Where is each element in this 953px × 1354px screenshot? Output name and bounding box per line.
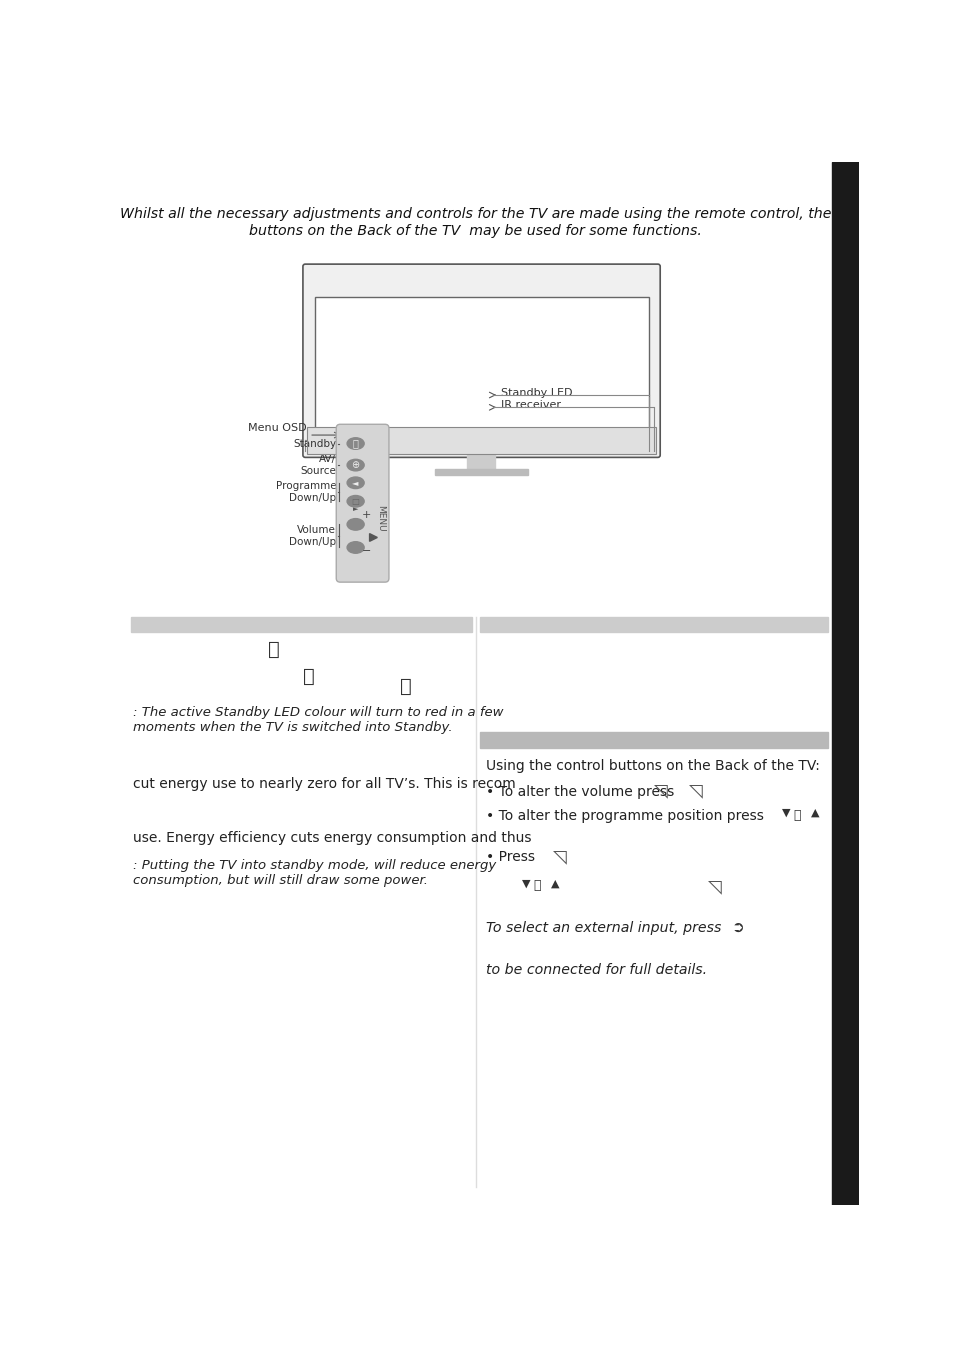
Text: Switching on: Switching on <box>134 617 224 631</box>
Text: To select an external input, press: To select an external input, press <box>485 921 720 934</box>
Text: cut energy use to nearly zero for all TV’s. This is recom: cut energy use to nearly zero for all TV… <box>133 777 516 791</box>
Text: Ⓟ: Ⓟ <box>793 808 801 822</box>
Text: MENU: MENU <box>375 505 384 532</box>
Text: AV/
Source: AV/ Source <box>300 455 335 475</box>
Text: ⏻: ⏻ <box>303 668 314 686</box>
Text: ▼: ▼ <box>521 879 530 888</box>
Text: • Press: • Press <box>485 850 535 864</box>
Text: □: □ <box>352 497 359 506</box>
Bar <box>307 427 656 454</box>
Text: Using the control buttons on the Back of the TV:: Using the control buttons on the Back of… <box>485 760 819 773</box>
Text: ⏻: ⏻ <box>353 439 358 448</box>
Text: buttons on the Back of the TV  may be used for some functions.: buttons on the Back of the TV may be use… <box>249 223 701 238</box>
Text: use. Energy efficiency cuts energy consumption and thus: use. Energy efficiency cuts energy consu… <box>133 831 531 845</box>
Ellipse shape <box>347 542 364 554</box>
Text: Menu OSD: Menu OSD <box>248 424 307 433</box>
Bar <box>479 733 827 747</box>
Text: Using the controls on the tv: Using the controls on the tv <box>483 617 676 631</box>
Ellipse shape <box>347 459 364 471</box>
Bar <box>467 455 495 468</box>
Text: +: + <box>361 510 371 520</box>
Text: ◹: ◹ <box>553 848 566 865</box>
Bar <box>131 617 472 632</box>
Bar <box>435 468 527 475</box>
Text: Whilst all the necessary adjustments and controls for the TV are made using the : Whilst all the necessary adjustments and… <box>120 207 831 221</box>
Ellipse shape <box>347 477 364 489</box>
Text: −: − <box>361 546 371 555</box>
Text: • To alter the programme position press: • To alter the programme position press <box>485 810 763 823</box>
Text: IR receiver: IR receiver <box>500 399 560 410</box>
Bar <box>307 427 656 454</box>
Text: to be connected for full details.: to be connected for full details. <box>485 963 706 978</box>
Text: ▲: ▲ <box>550 879 558 888</box>
Text: ◄: ◄ <box>352 478 358 487</box>
Bar <box>479 617 827 632</box>
Ellipse shape <box>347 496 364 506</box>
Text: • To alter the volume press: • To alter the volume press <box>485 784 674 799</box>
FancyBboxPatch shape <box>303 264 659 458</box>
Ellipse shape <box>347 437 364 450</box>
Text: : Putting the TV into standby mode, will reduce energy
consumption, but will sti: : Putting the TV into standby mode, will… <box>133 860 496 887</box>
Text: Programme
Down/Up: Programme Down/Up <box>275 481 335 502</box>
Polygon shape <box>369 533 377 542</box>
Text: ─────: ───── <box>344 437 365 443</box>
Ellipse shape <box>347 519 364 531</box>
FancyBboxPatch shape <box>335 424 389 582</box>
Bar <box>831 162 858 1205</box>
Text: ⏻: ⏻ <box>268 639 280 658</box>
Text: ►: ► <box>353 506 358 512</box>
Text: ▼: ▼ <box>781 808 789 818</box>
Text: ➲: ➲ <box>731 921 743 936</box>
Text: Volume
Down/Up: Volume Down/Up <box>289 525 335 547</box>
Text: Standby LED: Standby LED <box>500 387 572 398</box>
Text: ◹: ◹ <box>654 783 667 800</box>
Text: ◹: ◹ <box>688 783 702 800</box>
Text: ⏻: ⏻ <box>399 677 412 696</box>
Text: Ⓟ: Ⓟ <box>534 879 540 892</box>
Text: ⊕: ⊕ <box>352 460 359 470</box>
Text: : The active Standby LED colour will turn to red in a few
moments when the TV is: : The active Standby LED colour will tur… <box>133 705 503 734</box>
Text: Standby: Standby <box>293 439 335 448</box>
Text: ◹: ◹ <box>707 879 721 896</box>
Text: ▲: ▲ <box>810 808 819 818</box>
Bar <box>314 298 648 445</box>
